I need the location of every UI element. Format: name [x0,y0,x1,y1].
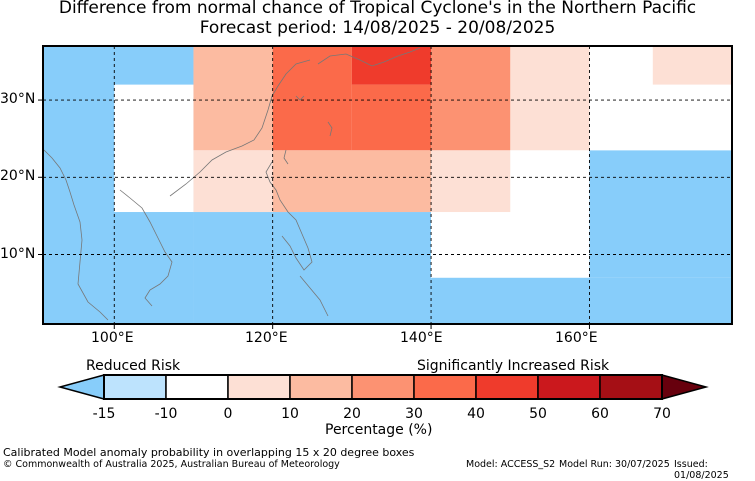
footer-issued: Issued: 01/08/2025 [674,459,729,481]
colorbar-bin [289,374,353,400]
grid-cell [431,277,732,324]
colorbar-tick-label: 0 [223,406,233,422]
lon-label-160e: 160°E [555,330,598,346]
grid-cell [272,212,432,324]
colorbar-tick-label: 20 [343,406,361,422]
graticule [43,46,732,324]
grid-cell [351,84,432,151]
colorbar-axis-label: Percentage (%) [325,422,433,438]
grid-cell [652,46,732,85]
grid-cell [114,84,194,213]
colorbar-tick-label: 40 [467,406,485,422]
colorbar-tick-label: 30 [405,406,423,422]
lon-label-120e: 120°E [245,330,288,346]
map-frame [42,45,733,325]
colorbar-bin [475,374,539,400]
colorbar-bin [413,374,477,400]
grid-cell [652,84,732,151]
lat-label-30n: 30°N [0,91,36,107]
footer-copyright: © Commonwealth of Australia 2025, Austra… [3,459,340,470]
coastline [43,47,421,321]
grid-cell [272,46,352,151]
lat-label-10n: 10°N [0,246,36,262]
colorbar-tick-label: 50 [529,406,547,422]
grid-cell [589,46,653,151]
lat-label-20n: 20°N [0,168,36,184]
colorbar [57,374,709,400]
colorbar-tick-label: 70 [653,406,671,422]
grid-cell [510,46,590,151]
grid-cell [589,150,732,278]
grid-cell [193,46,273,151]
footer-note: Calibrated Model anomaly probability in … [3,446,415,459]
colorbar-outline [103,374,663,400]
colorbar-bin [227,374,291,400]
colorbar-over-arrow [661,374,709,400]
forecast-period: Forecast period: 14/08/2025 - 20/08/2025 [199,18,556,38]
footer-model-run: Model Run: 30/07/2025 [559,459,670,470]
colorbar-bin [599,374,663,400]
lon-label-140e: 140°E [400,330,443,346]
axis-ticks [38,99,590,329]
colorbar-tick-label: -10 [154,406,178,422]
map-figure [38,45,733,400]
grid-cell [431,46,511,151]
colorbar-bin [537,374,601,400]
reduced-risk-label: Reduced Risk [86,358,181,374]
footer-model: Model: ACCESS_S2 [466,459,556,470]
grid-cell [193,212,273,324]
grid-cell [431,212,590,278]
lon-label-100e: 100°E [91,330,134,346]
grid-cell [193,150,273,213]
colorbar-tick-label: 10 [281,406,299,422]
grid-cell [510,150,590,213]
grid-cell [272,150,432,213]
colorbar-bin [165,374,229,400]
colorbar-tick-label: -15 [92,406,116,422]
increased-risk-label: Significantly Increased Risk [417,358,610,374]
colorbar-under-arrow [57,374,105,400]
grid-cell [351,46,432,85]
grid-cell [431,150,511,213]
colorbar-bin [103,374,167,400]
probability-grid [43,46,732,324]
colorbar-tick-label: 60 [591,406,609,422]
chart-title: Difference from normal chance of Tropica… [58,0,697,18]
colorbar-bin [351,374,415,400]
